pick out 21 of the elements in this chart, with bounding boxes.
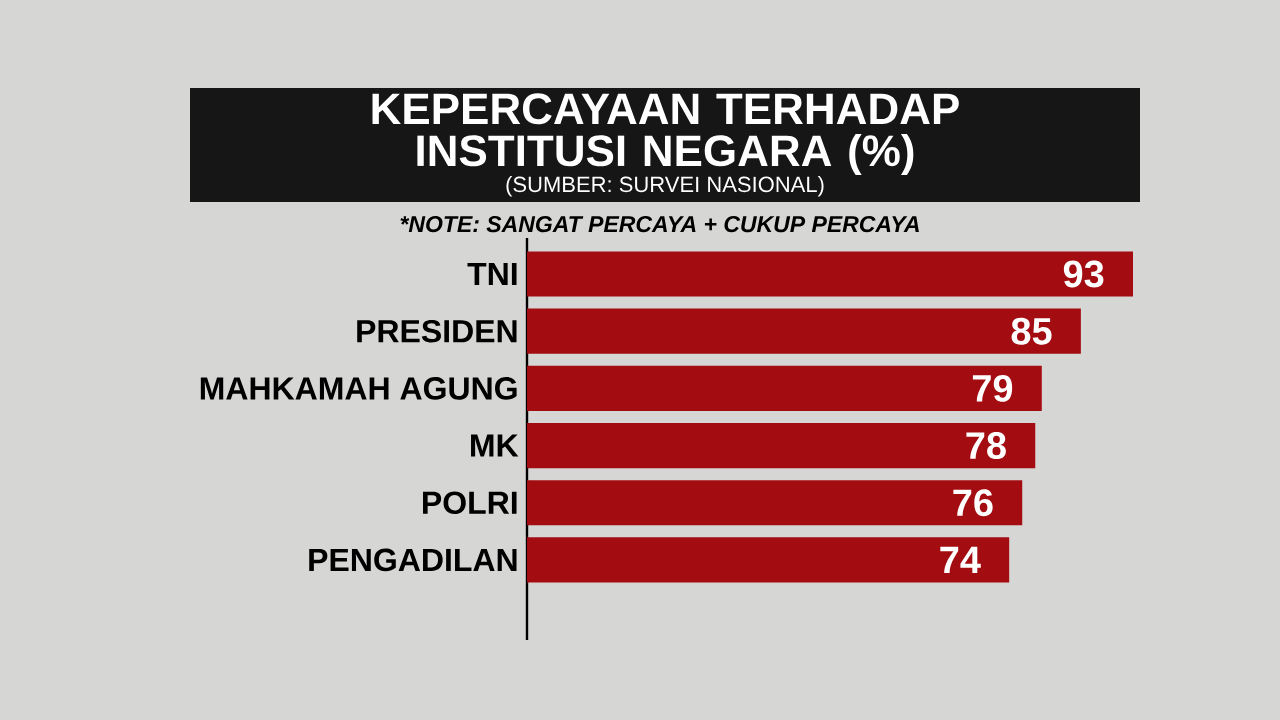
y-tick-label: TNI: [467, 263, 517, 286]
text: *NOTE: SANGAT PERCAYA + CUKUP PERCAYA: [400, 215, 919, 233]
y-tick-label: MAHKAMAH AGUNG: [200, 377, 517, 400]
y-tick-label: MK: [471, 434, 519, 457]
bar: [527, 365, 1042, 411]
chart-title: KEPERCAYAAN TERHADAP INSTITUSI NEGARA (%): [372, 93, 959, 176]
bar: [527, 308, 1081, 354]
y-tick-label: PRESIDEN: [357, 319, 517, 343]
data-label: 74: [940, 546, 981, 573]
bar: [527, 251, 1133, 297]
bar: [527, 480, 1023, 526]
bar: [527, 422, 1036, 469]
data-label: 85: [1011, 317, 1052, 345]
chart-subtitle: (SUMBER: SURVEI NASIONAL): [506, 176, 824, 197]
data-label: 79: [972, 374, 1013, 402]
bar: [527, 537, 1010, 583]
y-tick-label: PENGADILAN: [309, 548, 517, 572]
data-label: 93: [1063, 260, 1104, 288]
data-label: 78: [966, 432, 1006, 460]
data-label: 76: [953, 489, 993, 517]
y-tick-label: POLRI: [423, 491, 517, 515]
